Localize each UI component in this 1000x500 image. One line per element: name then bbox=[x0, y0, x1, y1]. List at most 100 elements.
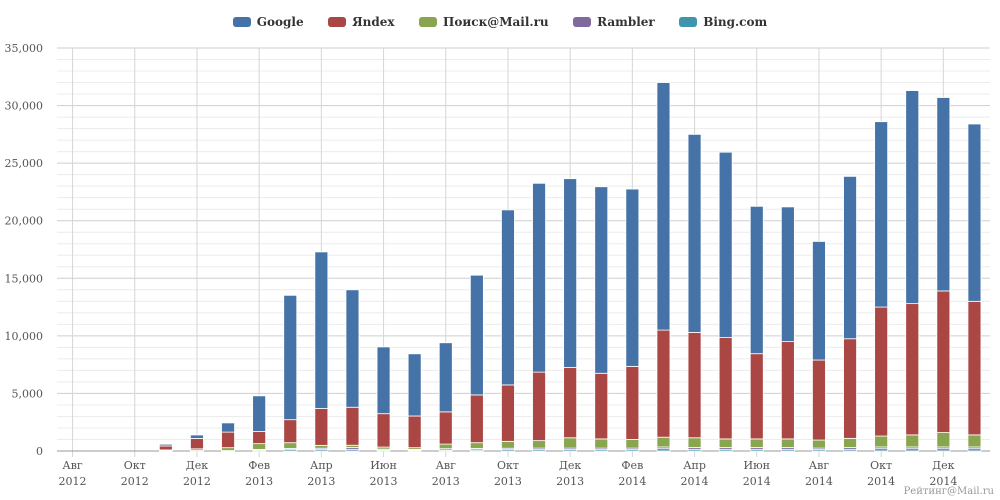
bar-segment-google bbox=[345, 289, 360, 408]
legend-swatch-mailru bbox=[419, 17, 438, 27]
bar-segment-google bbox=[376, 346, 391, 415]
legend-swatch-rambler bbox=[573, 17, 592, 27]
x-tick-month-label: Авг bbox=[809, 459, 830, 472]
x-tick-year-label: 2014 bbox=[867, 475, 895, 488]
bar-segment-яndex bbox=[376, 413, 391, 448]
legend-swatch-google bbox=[232, 17, 251, 27]
bar-segment-яndex bbox=[283, 419, 298, 444]
credit-label: Рейтинг@Mail.ru bbox=[903, 486, 994, 497]
bar-segment-google bbox=[283, 294, 298, 421]
bar-segment-google bbox=[438, 342, 453, 413]
x-tick-year-label: 2013 bbox=[432, 475, 460, 488]
bar-segment-google bbox=[469, 274, 484, 396]
legend-label-rambler: Rambler bbox=[597, 15, 655, 29]
legend-item-yandex[interactable]: Яndex bbox=[328, 15, 395, 29]
bar-segment-google bbox=[936, 97, 951, 292]
bar-segment-яndex bbox=[780, 341, 795, 440]
x-tick-year-label: 2013 bbox=[370, 475, 398, 488]
x-tick-month-label: Окт bbox=[870, 459, 892, 472]
bar-segment-google bbox=[905, 90, 920, 305]
bar-segment-яndex bbox=[221, 431, 235, 449]
x-tick-year-label: 2012 bbox=[183, 475, 211, 488]
bar-segment-поиск-mail-ru bbox=[501, 440, 515, 449]
legend: Google Яndex Поиск@Mail.ru Rambler Bing.… bbox=[0, 14, 1000, 32]
bar-segment-google bbox=[563, 178, 578, 368]
bar-segment-яndex bbox=[718, 337, 733, 440]
y-tick-label: 10,000 bbox=[5, 330, 44, 343]
x-tick-year-label: 2012 bbox=[59, 475, 87, 488]
legend-swatch-yandex bbox=[328, 17, 347, 27]
bar-segment-google bbox=[252, 395, 267, 432]
legend-item-rambler[interactable]: Rambler bbox=[573, 15, 655, 29]
bar-segment-яndex bbox=[874, 306, 889, 437]
bar-segment-google bbox=[190, 434, 204, 439]
bar-segment-яndex bbox=[936, 290, 951, 433]
bar-segment-поиск-mail-ru bbox=[874, 435, 889, 448]
legend-label-yandex: Яndex bbox=[352, 15, 395, 29]
x-tick-year-label: 2014 bbox=[681, 475, 709, 488]
bar-segment-google bbox=[843, 175, 857, 340]
bar-segment-яndex bbox=[532, 371, 546, 442]
bar-segment-google bbox=[780, 206, 795, 343]
bar-segment-google bbox=[314, 251, 329, 409]
bar-segment-google bbox=[221, 422, 235, 433]
x-tick-year-label: 2014 bbox=[743, 475, 771, 488]
bar-segment-яndex bbox=[345, 406, 360, 446]
y-tick-label: 5,000 bbox=[12, 387, 44, 400]
bar-segment-яndex bbox=[158, 445, 173, 451]
bar-segment-google bbox=[594, 186, 609, 374]
x-tick-year-label: 2014 bbox=[929, 475, 957, 488]
bar-segment-яndex bbox=[314, 408, 329, 446]
bar-segment-google bbox=[967, 123, 982, 302]
bar-segment-поиск-mail-ru bbox=[843, 437, 857, 448]
bar-segment-поиск-mail-ru bbox=[905, 434, 920, 448]
bar-segment-яndex bbox=[594, 372, 609, 440]
bar-segment-яndex bbox=[252, 431, 267, 445]
legend-label-google: Google bbox=[256, 15, 304, 29]
bar-segment-яndex bbox=[967, 300, 982, 436]
bar-segment-google bbox=[874, 121, 889, 308]
x-tick-month-label: Июн bbox=[370, 459, 397, 472]
bar-segment-яndex bbox=[407, 415, 422, 449]
bar-segment-поиск-mail-ru bbox=[469, 442, 484, 449]
bar-segment-поиск-mail-ru bbox=[780, 438, 795, 448]
x-tick-year-label: 2013 bbox=[494, 475, 522, 488]
x-tick-year-label: 2014 bbox=[618, 475, 646, 488]
bar-segment-google bbox=[501, 209, 515, 386]
legend-item-google[interactable]: Google bbox=[232, 15, 304, 29]
x-tick-year-label: 2013 bbox=[556, 475, 584, 488]
x-tick-year-label: 2014 bbox=[805, 475, 833, 488]
x-tick-month-label: Июн bbox=[743, 459, 770, 472]
legend-item-bing[interactable]: Bing.com bbox=[679, 15, 767, 29]
x-tick-year-label: 2012 bbox=[121, 475, 149, 488]
bar-segment-поиск-mail-ru bbox=[221, 447, 235, 451]
x-tick-month-label: Окт bbox=[497, 459, 519, 472]
y-tick-label: 30,000 bbox=[5, 100, 44, 113]
x-tick-month-label: Фев bbox=[248, 459, 270, 472]
x-tick-month-label: Апр bbox=[683, 459, 706, 472]
y-tick-label: 15,000 bbox=[5, 272, 44, 285]
bar-segment-поиск-mail-ru bbox=[594, 438, 609, 449]
x-tick-month-label: Дек bbox=[559, 459, 581, 472]
x-tick-month-label: Окт bbox=[124, 459, 146, 472]
x-tick-month-label: Дек bbox=[186, 459, 208, 472]
legend-label-mailru: Поиск@Mail.ru bbox=[443, 15, 549, 29]
bar-segment-поиск-mail-ru bbox=[936, 432, 951, 448]
bar-segment-поиск-mail-ru bbox=[314, 444, 329, 449]
x-tick-year-label: 2013 bbox=[307, 475, 335, 488]
bar-segment-поиск-mail-ru bbox=[438, 443, 453, 450]
bar-segment-поиск-mail-ru bbox=[967, 434, 982, 448]
bar-segment-поиск-mail-ru bbox=[563, 437, 578, 449]
bar-segment-поиск-mail-ru bbox=[252, 443, 267, 450]
bar-segment-поиск-mail-ru bbox=[656, 436, 671, 448]
bar-segment-поиск-mail-ru bbox=[749, 438, 764, 448]
bar-segment-яndex bbox=[469, 394, 484, 444]
y-tick-label: 20,000 bbox=[5, 215, 44, 228]
bar-segment-google bbox=[687, 133, 702, 333]
legend-item-mailru[interactable]: Поиск@Mail.ru bbox=[419, 15, 549, 29]
x-tick-month-label: Апр bbox=[310, 459, 333, 472]
bar-segment-google bbox=[749, 205, 764, 355]
bar-segment-поиск-mail-ru bbox=[687, 437, 702, 448]
